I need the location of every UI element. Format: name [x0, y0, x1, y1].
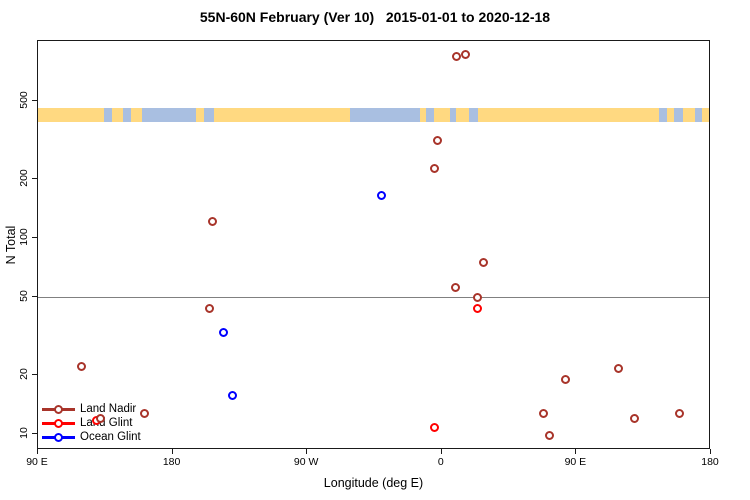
x-axis-title: Longitude (deg E) [323, 476, 424, 490]
x-axis-tick-label: 180 [162, 456, 181, 468]
map-band-land-segment [477, 107, 660, 123]
y-axis-tick [32, 296, 37, 298]
map-band-land-segment [667, 107, 675, 123]
data-point-land-nadir [96, 414, 106, 424]
map-band-land-segment [702, 107, 709, 123]
y-axis-tick [32, 433, 37, 435]
x-axis-tick [575, 449, 577, 454]
map-band [38, 107, 709, 123]
x-axis-tick-label: 90 E [564, 456, 587, 468]
data-point-land-nadir [630, 414, 640, 424]
x-axis-tick [306, 449, 308, 454]
x-axis-tick [710, 449, 711, 454]
map-band-land-segment [130, 107, 142, 123]
data-point-land-nadir [208, 216, 218, 226]
chart-title: 55N-60N February (Ver 10) 2015-01-01 to … [199, 9, 551, 25]
data-point-ocean-glint [227, 391, 237, 401]
map-band-land-segment [214, 107, 350, 123]
data-point-land-nadir [461, 50, 471, 60]
map-band-land-segment [419, 107, 426, 123]
data-point-land-glint [429, 423, 439, 433]
data-point-land-nadir [479, 257, 489, 267]
y-axis-tick-label: 100 [18, 228, 30, 246]
x-axis-tick-label: 0 [437, 456, 444, 468]
data-point-ocean-glint [218, 327, 228, 337]
legend-label: Land Glint [80, 417, 133, 429]
map-band-land-segment [196, 107, 205, 123]
y-axis-tick-label: 200 [18, 169, 30, 187]
map-band-land-segment [112, 107, 123, 123]
legend-label: Land Nadir [80, 403, 137, 415]
reference-line-50 [38, 297, 709, 299]
x-axis-tick [37, 449, 38, 454]
data-point-land-nadir [561, 374, 571, 384]
data-point-land-nadir [429, 164, 439, 174]
legend-circle-swatch [54, 433, 63, 442]
y-axis-tick-label: 20 [18, 368, 30, 380]
legend-item-ocean-glint: Ocean Glint [38, 430, 198, 444]
y-axis-tick-label: 50 [18, 290, 30, 302]
data-point-ocean-glint [377, 191, 387, 201]
legend: Land Nadir Land Glint Ocean Glint [38, 402, 198, 444]
data-point-land-nadir [538, 409, 548, 419]
legend-circle-swatch [54, 419, 63, 428]
legend-circle-swatch [54, 405, 63, 414]
x-axis-tick-label: 180 [701, 456, 719, 468]
y-axis-tick [32, 236, 37, 238]
plot-area: Land Nadir Land Glint Ocean Glint [37, 40, 710, 449]
data-point-land-nadir [473, 293, 483, 303]
legend-label: Ocean Glint [80, 431, 141, 443]
data-point-land-nadir [613, 364, 623, 374]
x-axis-tick-label: 90 W [293, 456, 319, 468]
y-axis-title: N Total [4, 225, 18, 265]
x-axis-tick [171, 449, 173, 454]
y-axis-tick [32, 177, 37, 179]
legend-item-land-glint: Land Glint [38, 416, 198, 430]
data-point-land-nadir [205, 304, 215, 314]
y-axis-tick-label: 10 [18, 427, 30, 439]
data-point-land-nadir [675, 409, 685, 419]
data-point-land-nadir [452, 52, 462, 62]
legend-item-land-nadir: Land Nadir [38, 402, 198, 416]
map-band-land-segment [682, 107, 695, 123]
data-point-land-nadir [432, 136, 442, 146]
x-axis-tick [440, 449, 442, 454]
data-point-land-nadir [139, 408, 149, 418]
data-point-land-glint [473, 304, 483, 314]
data-point-land-nadir [76, 362, 86, 372]
y-axis-tick [32, 374, 37, 376]
map-band-land-segment [456, 107, 470, 123]
map-band-land-segment [433, 107, 450, 123]
data-point-land-nadir [450, 282, 460, 292]
data-point-land-nadir [544, 431, 554, 441]
x-axis-tick-label: 90 E [26, 456, 48, 468]
y-axis-tick-label: 500 [18, 91, 30, 109]
map-band-land-segment [38, 107, 104, 123]
y-axis-tick [32, 99, 37, 101]
